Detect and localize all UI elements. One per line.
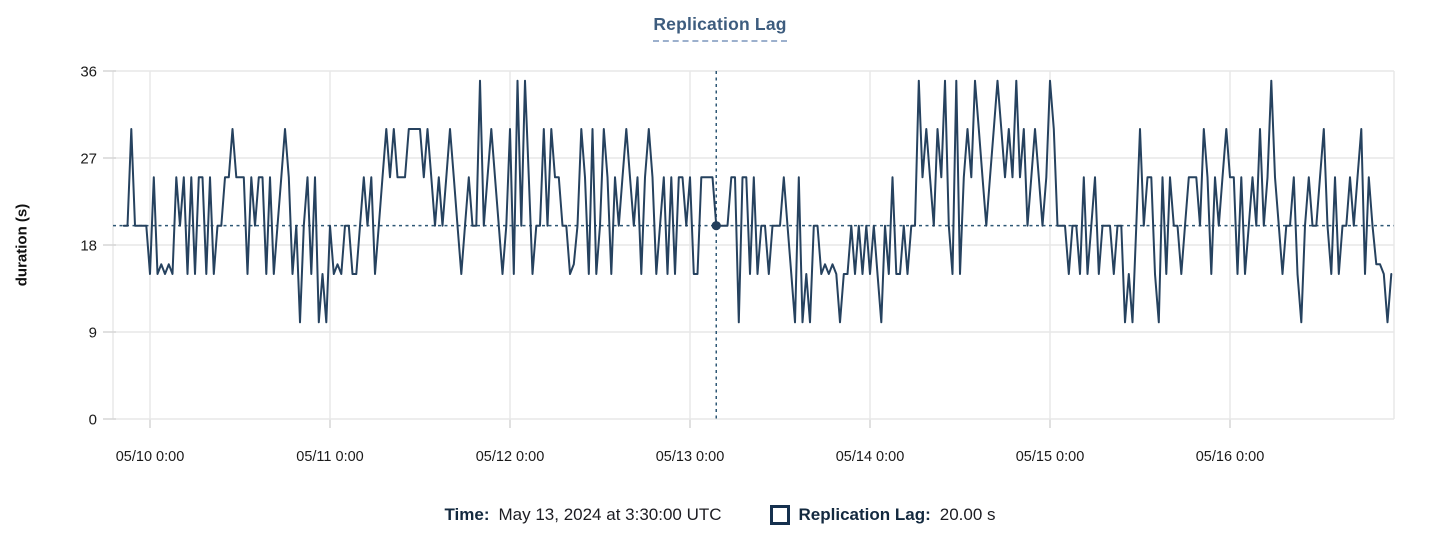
hovered-point-dot [711, 221, 721, 231]
x-tick-label: 05/14 0:00 [836, 449, 905, 465]
time-value: May 13, 2024 at 3:30:00 UTC [498, 505, 722, 524]
replication-lag-series-line [122, 79, 1393, 324]
line-chart-plot[interactable]: 05/10 0:00 05/11 0:00 05/12 0:00 05/13 0:00… [0, 0, 1440, 470]
y-tick-label: 0 [89, 412, 97, 429]
y-tick-label: 9 [89, 325, 97, 342]
hover-readout: Time: May 13, 2024 at 3:30:00 UTC Replic… [0, 503, 1440, 527]
x-tick-label: 05/16 0:00 [1196, 449, 1265, 465]
x-tick-label: 05/12 0:00 [476, 449, 545, 465]
x-tick-label: 05/15 0:00 [1016, 449, 1085, 465]
chart-title[interactable]: Replication Lag [653, 14, 787, 42]
title-row: Replication Lag [0, 14, 1440, 42]
x-tick-label: 05/11 0:00 [296, 449, 363, 465]
series-value: 20.00 s [939, 505, 996, 524]
y-tick-label: 18 [80, 238, 97, 255]
series-checkbox-square-icon[interactable] [769, 505, 790, 525]
x-tick-label: 05/13 0:00 [656, 449, 725, 465]
y-tick-label: 27 [80, 151, 97, 168]
y-tick-label: 36 [80, 64, 97, 81]
time-label: Time: [444, 505, 490, 524]
series-label: Replication Lag: [798, 505, 931, 524]
x-tick-label: 05/10 0:00 [116, 449, 185, 465]
